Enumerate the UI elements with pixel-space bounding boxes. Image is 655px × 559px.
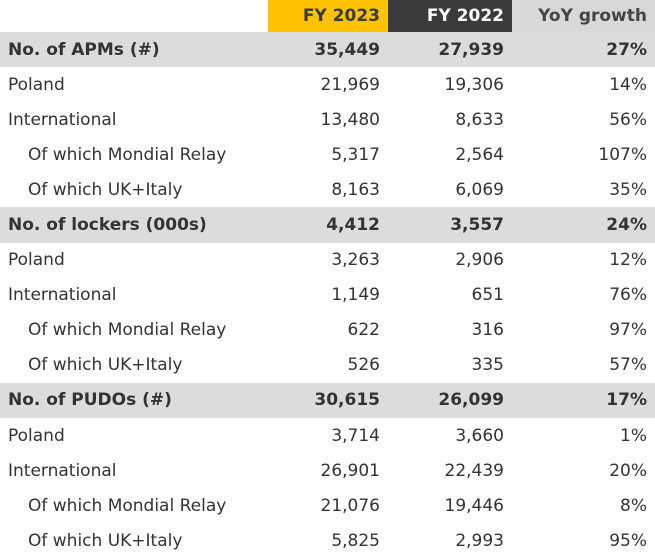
cell-yoy-growth: 24%: [512, 207, 655, 243]
cell-fy2022: 2,564: [455, 144, 504, 165]
cell-fy2022: 27,939: [388, 32, 512, 68]
cell-fy2022: 3,660: [455, 425, 504, 446]
cell-fy2022: 2,993: [455, 530, 504, 551]
cell-fy2022: 316: [471, 320, 504, 341]
table-row: Of which UK+Italy 526 335 57%: [0, 348, 655, 383]
row-label: Of which Mondial Relay: [28, 144, 227, 165]
row-label: Of which Mondial Relay: [28, 495, 227, 516]
row-label: No. of PUDOs (#): [0, 382, 268, 419]
cell-yoy-growth: 27%: [512, 32, 655, 68]
cell-fy2022: 335: [471, 355, 504, 376]
table-row: Of which Mondial Relay 622 316 97%: [0, 313, 655, 348]
header-row: FY 2023 FY 2022 YoY growth: [0, 0, 655, 32]
cell-fy2023: 26,901: [320, 460, 380, 481]
cell-fy2023: 30,615: [268, 382, 388, 419]
cell-fy2022: 22,439: [444, 460, 504, 481]
table-row: International 1,149 651 76%: [0, 278, 655, 313]
cell-fy2023: 1,149: [331, 285, 380, 306]
table-row: Poland 3,263 2,906 12%: [0, 243, 655, 278]
cell-yoy-growth: 57%: [609, 355, 647, 376]
row-label: Of which Mondial Relay: [28, 320, 227, 341]
cell-yoy-growth: 107%: [598, 144, 647, 165]
cell-fy2023: 3,714: [331, 425, 380, 446]
row-label: International: [8, 285, 117, 306]
cell-fy2023: 526: [347, 355, 380, 376]
cell-fy2023: 8,163: [331, 179, 380, 200]
row-label: Of which UK+Italy: [28, 179, 183, 200]
table-row: Of which UK+Italy 5,825 2,993 95%: [0, 523, 655, 558]
table-row: Poland 21,969 19,306 14%: [0, 67, 655, 102]
cell-fy2023: 5,825: [331, 530, 380, 551]
row-label: Poland: [8, 74, 65, 95]
cell-yoy-growth: 56%: [609, 109, 647, 130]
cell-fy2022: 26,099: [388, 382, 512, 419]
section-row: No. of PUDOs (#) 30,615 26,099 17%: [0, 382, 655, 419]
cell-fy2023: 622: [347, 320, 380, 341]
cell-yoy-growth: 12%: [609, 250, 647, 271]
table-row: International 26,901 22,439 20%: [0, 453, 655, 488]
header-fy2022: FY 2022: [388, 0, 512, 32]
row-label: International: [8, 460, 117, 481]
row-label: Of which UK+Italy: [28, 355, 183, 376]
cell-fy2023: 35,449: [268, 32, 388, 68]
table-row: Poland 3,714 3,660 1%: [0, 418, 655, 453]
table-row: Of which UK+Italy 8,163 6,069 35%: [0, 172, 655, 207]
cell-yoy-growth: 35%: [609, 179, 647, 200]
row-label: Poland: [8, 425, 65, 446]
cell-yoy-growth: 97%: [609, 320, 647, 341]
header-yoy-growth: YoY growth: [512, 0, 655, 32]
cell-yoy-growth: 20%: [609, 460, 647, 481]
cell-yoy-growth: 95%: [609, 530, 647, 551]
row-label: No. of lockers (000s): [0, 207, 268, 243]
cell-fy2023: 4,412: [268, 207, 388, 243]
cell-fy2022: 651: [471, 285, 504, 306]
header-fy2023: FY 2023: [268, 0, 388, 32]
cell-fy2022: 8,633: [455, 109, 504, 130]
row-label: Poland: [8, 250, 65, 271]
section-row: No. of APMs (#) 35,449 27,939 27%: [0, 32, 655, 68]
section-row: No. of lockers (000s) 4,412 3,557 24%: [0, 207, 655, 243]
header-label: [0, 0, 268, 32]
table-row: Of which Mondial Relay 5,317 2,564 107%: [0, 137, 655, 172]
cell-fy2022: 6,069: [455, 179, 504, 200]
cell-yoy-growth: 1%: [620, 425, 647, 446]
cell-yoy-growth: 14%: [609, 74, 647, 95]
cell-fy2023: 13,480: [320, 109, 380, 130]
cell-fy2022: 3,557: [388, 207, 512, 243]
row-label: No. of APMs (#): [0, 32, 268, 68]
cell-yoy-growth: 17%: [512, 382, 655, 419]
cell-fy2023: 3,263: [331, 250, 380, 271]
table-row: Of which Mondial Relay 21,076 19,446 8%: [0, 488, 655, 523]
table-row: International 13,480 8,633 56%: [0, 102, 655, 137]
cell-fy2023: 21,969: [320, 74, 380, 95]
row-label: International: [8, 109, 117, 130]
cell-fy2023: 21,076: [320, 495, 380, 516]
cell-yoy-growth: 8%: [620, 495, 647, 516]
cell-fy2023: 5,317: [331, 144, 380, 165]
cell-yoy-growth: 76%: [609, 285, 647, 306]
cell-fy2022: 2,906: [455, 250, 504, 271]
cell-fy2022: 19,306: [444, 74, 504, 95]
cell-fy2022: 19,446: [444, 495, 504, 516]
row-label: Of which UK+Italy: [28, 530, 183, 551]
